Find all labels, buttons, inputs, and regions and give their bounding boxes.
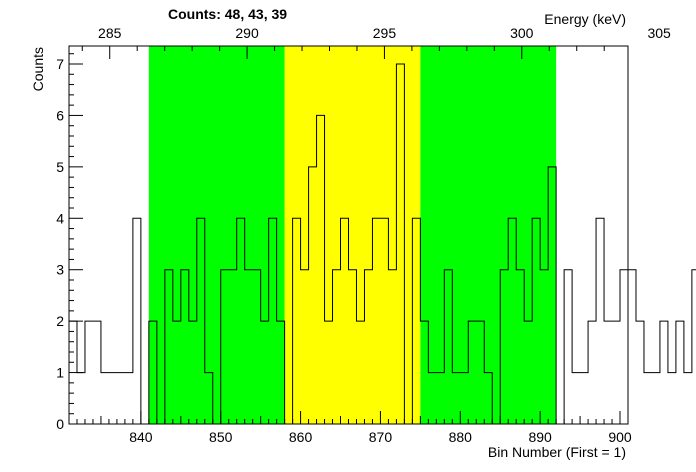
region-left-background (148, 46, 285, 424)
histogram-series (69, 63, 696, 425)
integration-regions (148, 46, 557, 424)
y-tick-label: 2 (56, 313, 64, 329)
x-tick-label: 880 (449, 429, 473, 445)
energy-tick-label: 300 (510, 25, 534, 41)
axis-ticks (68, 46, 629, 425)
energy-tick-label: 290 (235, 25, 259, 41)
plot-frame (68, 45, 629, 425)
region-peak (284, 46, 421, 424)
x-tick-label: 870 (369, 429, 393, 445)
y-tick-label: 0 (56, 416, 64, 432)
energy-tick-label: 285 (98, 25, 122, 41)
x-tick-label: 850 (209, 429, 233, 445)
y-tick-label: 6 (56, 107, 64, 123)
energy-axis-label: Energy (keV) (544, 11, 626, 27)
x-tick-label: 890 (528, 429, 552, 445)
y-tick-label: 3 (56, 262, 64, 278)
y-tick-label: 1 (56, 365, 64, 381)
x-tick-label: 860 (289, 429, 313, 445)
region-right-background (420, 46, 557, 424)
y-tick-label: 4 (56, 210, 64, 226)
tick-labels: 840 850 860 870 880 890 900 0 1 2 3 4 5 6 7 285 290 295 30… (56, 25, 671, 445)
x-axis-label: Bin Number (First = 1) (488, 444, 626, 460)
y-tick-label: 7 (56, 56, 64, 72)
y-axis-label: Counts (30, 47, 46, 91)
counts-title: Counts: 48, 43, 39 (168, 6, 287, 22)
energy-tick-label: 305 (647, 25, 671, 41)
x-tick-label: 900 (608, 429, 632, 445)
y-tick-label: 5 (56, 159, 64, 175)
energy-tick-label: 295 (373, 25, 397, 41)
x-tick-label: 840 (129, 429, 153, 445)
